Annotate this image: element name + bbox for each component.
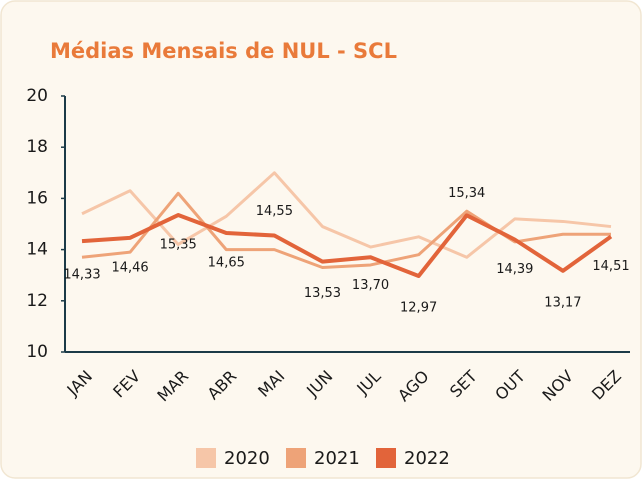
data-label: 14,33: [63, 268, 100, 283]
legend-label: 2021: [314, 448, 360, 469]
data-label: 13,53: [304, 286, 341, 301]
y-tick-label: 10: [26, 342, 48, 362]
y-tick-label: 18: [26, 137, 48, 157]
data-label: 14,46: [111, 260, 148, 275]
y-tick-label: 14: [26, 240, 48, 260]
legend-swatch: [376, 448, 396, 468]
data-label: 13,70: [352, 278, 389, 293]
y-tick-label: 16: [26, 188, 48, 208]
series-line: [81, 191, 611, 270]
series-line: [81, 171, 612, 259]
chart-title: Médias Mensais de NUL - SCL: [50, 39, 397, 63]
legend-label: 2020: [224, 448, 270, 469]
data-label: 14,65: [208, 255, 245, 270]
data-label: 12,97: [400, 300, 437, 315]
data-label: 14,39: [496, 262, 533, 277]
data-label: 13,17: [544, 295, 581, 310]
legend-swatch: [286, 448, 306, 468]
data-label: 14,51: [592, 259, 629, 274]
legend-label: 2022: [404, 448, 450, 469]
data-label: 14,55: [256, 204, 293, 219]
series-line: [81, 213, 613, 278]
data-label: 15,34: [448, 186, 485, 201]
y-tick-label: 12: [26, 291, 48, 311]
data-label: 15,35: [160, 238, 197, 253]
y-tick-label: 20: [26, 86, 48, 106]
legend-swatch: [196, 448, 216, 468]
